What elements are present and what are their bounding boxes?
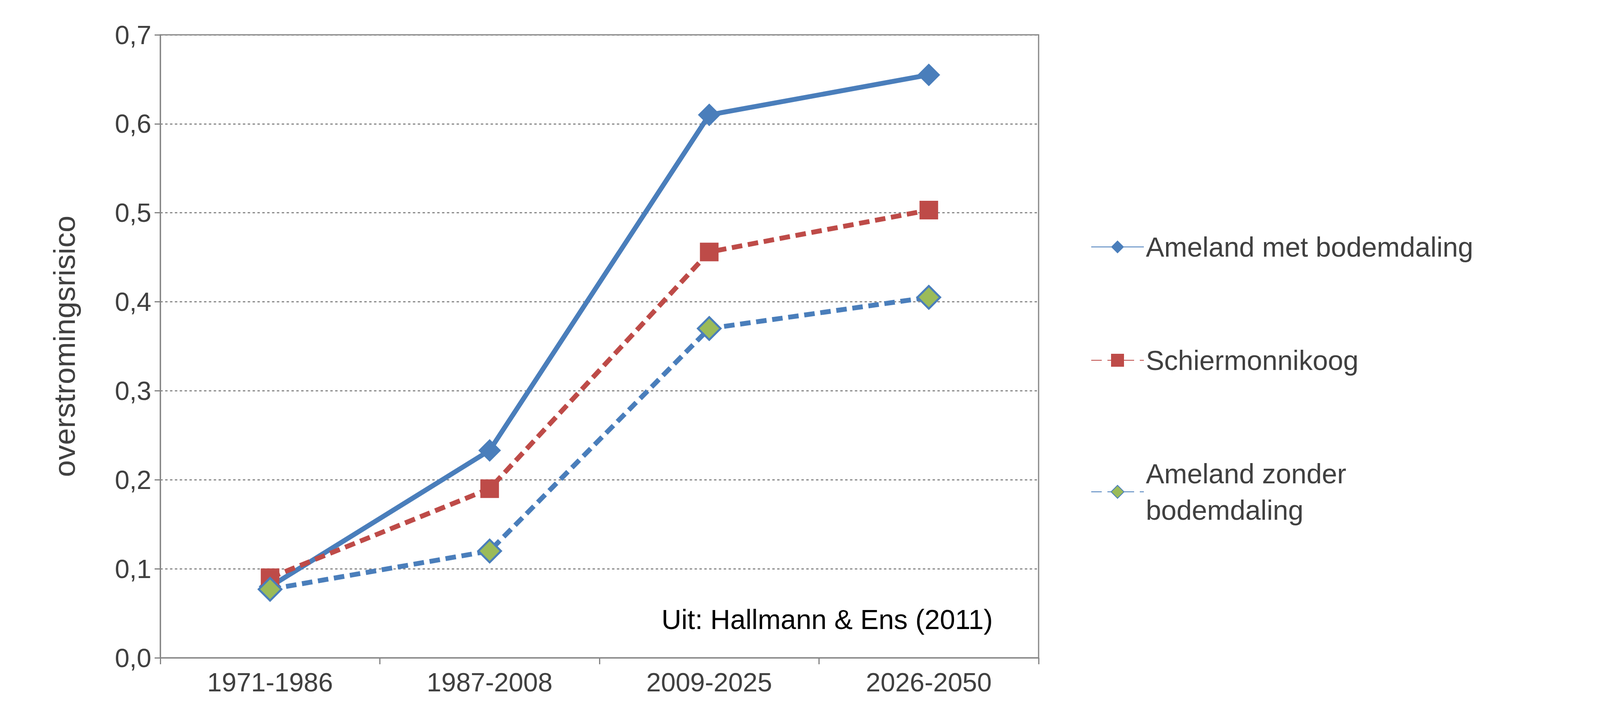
svg-text:0,2: 0,2 (114, 465, 152, 495)
svg-text:0,3: 0,3 (114, 376, 152, 406)
svg-text:0,7: 0,7 (114, 20, 152, 50)
svg-text:2026-2050: 2026-2050 (865, 667, 992, 697)
svg-text:Uit: Hallmann & Ens (2011): Uit: Hallmann & Ens (2011) (661, 603, 993, 635)
svg-text:bodemdaling: bodemdaling (1145, 494, 1304, 526)
svg-text:0,4: 0,4 (114, 286, 152, 317)
svg-text:0,1: 0,1 (114, 554, 152, 584)
svg-text:0,0: 0,0 (114, 643, 152, 673)
svg-text:1971-1986: 1971-1986 (207, 667, 334, 697)
svg-text:2009-2025: 2009-2025 (646, 667, 773, 697)
svg-text:Ameland zonder: Ameland zonder (1145, 458, 1354, 489)
svg-text:0,5: 0,5 (114, 197, 152, 228)
svg-text:overstromingsrisico: overstromingsrisico (47, 215, 82, 478)
svg-text:1987-2008: 1987-2008 (426, 667, 553, 697)
svg-text:0,6: 0,6 (114, 108, 152, 139)
svg-text:Schiermonnikoog: Schiermonnikoog (1145, 344, 1359, 376)
svg-text:Ameland met bodemdaling: Ameland met bodemdaling (1145, 231, 1474, 263)
